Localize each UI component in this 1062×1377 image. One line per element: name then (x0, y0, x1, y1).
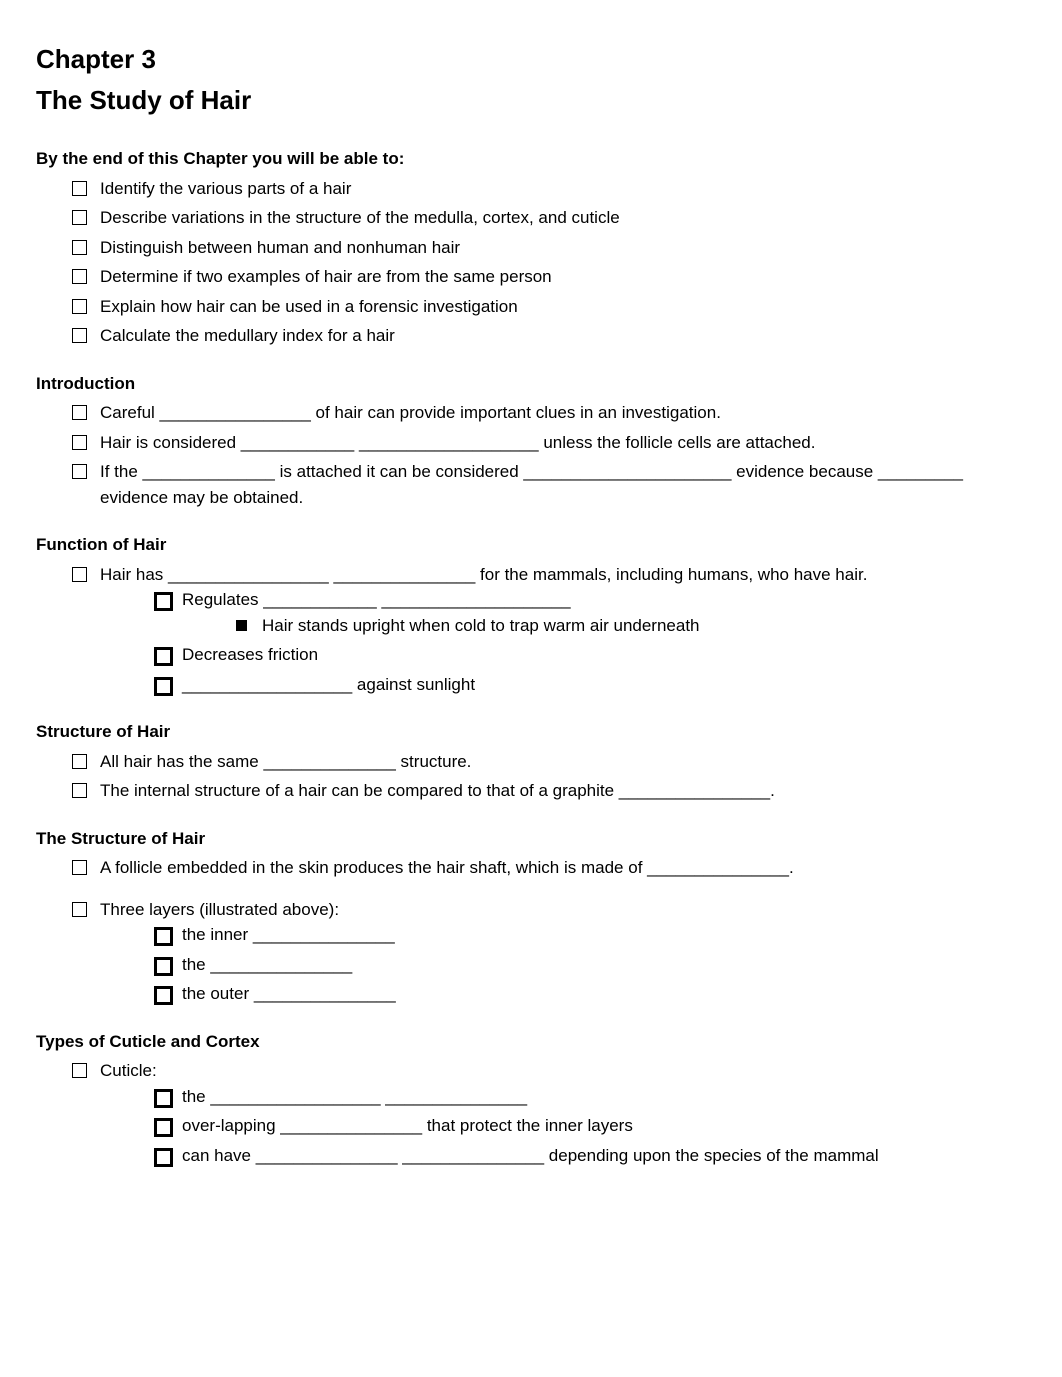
list-item: Decreases friction (154, 642, 1026, 668)
list-item: Identify the various parts of a hair (72, 176, 1026, 202)
list-item: the _______________ (154, 952, 1026, 978)
list-item: Hair stands upright when cold to trap wa… (236, 613, 1026, 639)
list-item: Calculate the medullary index for a hair (72, 323, 1026, 349)
list-item: Three layers (illustrated above): the in… (72, 897, 1026, 1007)
list-item: the __________________ _______________ (154, 1084, 1026, 1110)
list-item: A follicle embedded in the skin produces… (72, 855, 1026, 881)
objectives-heading: By the end of this Chapter you will be a… (36, 146, 1026, 172)
list-item: Hair has _________________ _____________… (72, 562, 1026, 698)
introduction-heading: Introduction (36, 371, 1026, 397)
list-item: All hair has the same ______________ str… (72, 749, 1026, 775)
cuticle-cortex-heading: Types of Cuticle and Cortex (36, 1029, 1026, 1055)
item-text: Three layers (illustrated above): (100, 900, 339, 919)
structure-list: All hair has the same ______________ str… (36, 749, 1026, 804)
list-item: Describe variations in the structure of … (72, 205, 1026, 231)
sub-sub-list: Hair stands upright when cold to trap wa… (182, 613, 1026, 639)
list-item: The internal structure of a hair can be … (72, 778, 1026, 804)
list-item: __________________ against sunlight (154, 672, 1026, 698)
list-item: the outer _______________ (154, 981, 1026, 1007)
sub-list: the __________________ _______________ o… (100, 1084, 1026, 1169)
list-item: can have _______________ _______________… (154, 1143, 1026, 1169)
chapter-title: The Study of Hair (36, 81, 1026, 120)
sub-list: Regulates ____________ _________________… (100, 587, 1026, 697)
function-heading: Function of Hair (36, 532, 1026, 558)
the-structure-list: A follicle embedded in the skin produces… (36, 855, 1026, 881)
item-text: Regulates ____________ _________________… (182, 590, 571, 609)
objectives-list: Identify the various parts of a hair Des… (36, 176, 1026, 349)
three-layers-list: Three layers (illustrated above): the in… (36, 897, 1026, 1007)
list-item: over-lapping _______________ that protec… (154, 1113, 1026, 1139)
list-item: Regulates ____________ _________________… (154, 587, 1026, 638)
list-item: If the ______________ is attached it can… (72, 459, 1026, 510)
cuticle-cortex-list: Cuticle: the __________________ ________… (36, 1058, 1026, 1168)
structure-heading: Structure of Hair (36, 719, 1026, 745)
list-item: Cuticle: the __________________ ________… (72, 1058, 1026, 1168)
list-item: Distinguish between human and nonhuman h… (72, 235, 1026, 261)
introduction-list: Careful ________________ of hair can pro… (36, 400, 1026, 510)
chapter-label: Chapter 3 (36, 40, 1026, 79)
item-text: Hair has _________________ _____________… (100, 565, 867, 584)
function-list: Hair has _________________ _____________… (36, 562, 1026, 698)
list-item: the inner _______________ (154, 922, 1026, 948)
list-item: Determine if two examples of hair are fr… (72, 264, 1026, 290)
list-item: Explain how hair can be used in a forens… (72, 294, 1026, 320)
list-item: Careful ________________ of hair can pro… (72, 400, 1026, 426)
sub-list: the inner _______________ the __________… (100, 922, 1026, 1007)
list-item: Hair is considered ____________ ________… (72, 430, 1026, 456)
the-structure-heading: The Structure of Hair (36, 826, 1026, 852)
item-text: Cuticle: (100, 1061, 157, 1080)
